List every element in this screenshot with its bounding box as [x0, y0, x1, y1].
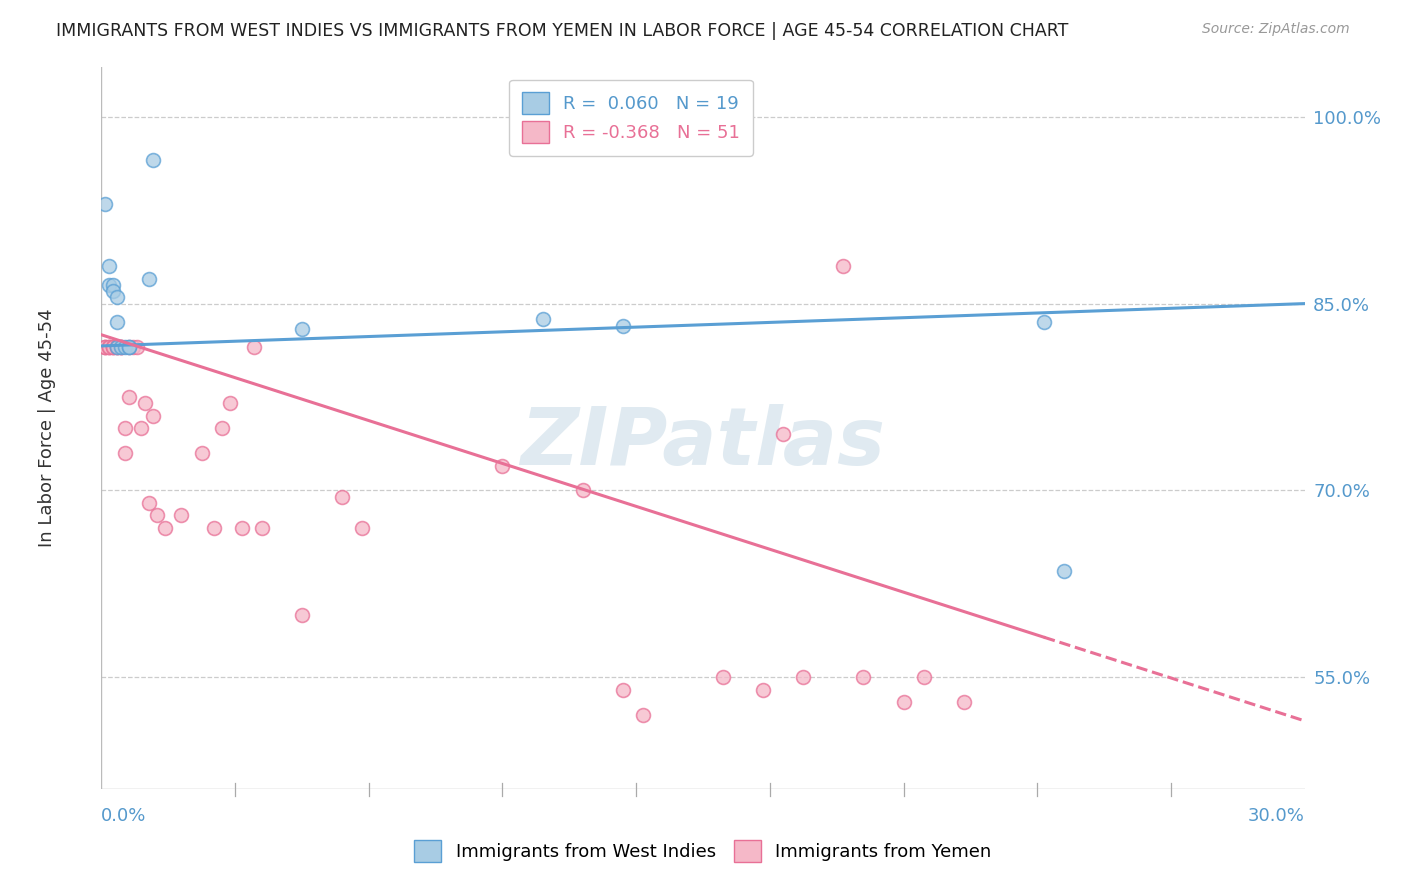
Point [142, 409, 165, 423]
Point [94, 340, 117, 354]
Point [250, 521, 273, 535]
Point [94, 197, 117, 211]
Point [105, 340, 128, 354]
Point [98, 340, 121, 354]
Point [231, 521, 253, 535]
Point [1053, 565, 1076, 579]
Point [110, 340, 132, 354]
Point [114, 340, 136, 354]
Point [127, 340, 149, 354]
Point [330, 490, 353, 504]
Point [118, 340, 141, 354]
Point [105, 315, 128, 329]
Point [155, 521, 177, 535]
Text: 0.0%: 0.0% [101, 807, 146, 825]
Point [531, 311, 554, 326]
Point [105, 290, 128, 304]
Point [242, 340, 264, 354]
Point [110, 340, 132, 354]
Point [114, 446, 136, 460]
Point [291, 607, 314, 622]
Point [146, 508, 169, 523]
Text: Source: ZipAtlas.com: Source: ZipAtlas.com [1202, 22, 1350, 37]
Point [772, 427, 794, 442]
Point [571, 483, 593, 498]
Point [752, 682, 775, 697]
Point [110, 340, 132, 354]
Point [114, 421, 136, 435]
Point [202, 521, 225, 535]
Point [103, 340, 125, 354]
Point [952, 695, 974, 709]
Point [1033, 315, 1056, 329]
Point [134, 396, 156, 410]
Point [98, 259, 121, 273]
Point [350, 521, 373, 535]
Legend: Immigrants from West Indies, Immigrants from Yemen: Immigrants from West Indies, Immigrants … [406, 833, 1000, 870]
Point [103, 340, 125, 354]
Point [103, 277, 125, 292]
Point [98, 340, 121, 354]
Point [491, 458, 513, 473]
Point [138, 271, 160, 285]
Point [122, 340, 145, 354]
Point [110, 340, 132, 354]
Text: IMMIGRANTS FROM WEST INDIES VS IMMIGRANTS FROM YEMEN IN LABOR FORCE | AGE 45-54 : IMMIGRANTS FROM WEST INDIES VS IMMIGRANT… [56, 22, 1069, 40]
Text: ZIPatlas: ZIPatlas [520, 403, 886, 482]
Point [893, 695, 915, 709]
Point [912, 670, 935, 684]
Point [711, 670, 734, 684]
Point [612, 682, 634, 697]
Point [118, 390, 141, 404]
Point [832, 259, 855, 273]
Legend: R =  0.060   N = 19, R = -0.368   N = 51: R = 0.060 N = 19, R = -0.368 N = 51 [509, 79, 752, 156]
Point [792, 670, 814, 684]
Point [852, 670, 875, 684]
Point [98, 340, 121, 354]
Point [211, 421, 233, 435]
Point [131, 421, 153, 435]
Point [612, 318, 634, 333]
Text: In Labor Force | Age 45-54: In Labor Force | Age 45-54 [38, 309, 56, 548]
Point [103, 340, 125, 354]
Point [291, 321, 314, 335]
Point [94, 340, 117, 354]
Point [118, 340, 141, 354]
Point [631, 707, 654, 722]
Point [138, 496, 160, 510]
Text: 30.0%: 30.0% [1249, 807, 1305, 825]
Point [105, 340, 128, 354]
Point [190, 446, 212, 460]
Point [118, 340, 141, 354]
Point [98, 277, 121, 292]
Point [218, 396, 240, 410]
Point [142, 153, 165, 168]
Point [105, 340, 128, 354]
Point [94, 340, 117, 354]
Point [103, 284, 125, 298]
Point [105, 340, 128, 354]
Point [170, 508, 193, 523]
